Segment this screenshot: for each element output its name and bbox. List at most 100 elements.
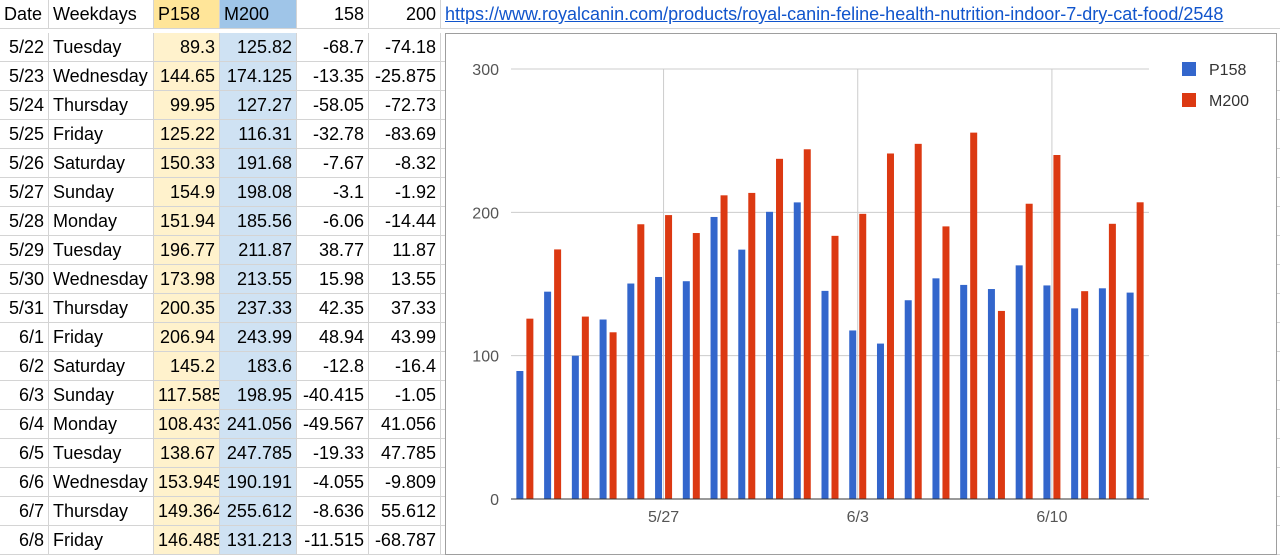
cell-d200[interactable]: -16.4	[369, 352, 441, 381]
cell-d158[interactable]: -4.055	[297, 468, 369, 497]
cell-d158[interactable]: -68.7	[297, 33, 369, 62]
cell-m200[interactable]: 237.33	[220, 294, 297, 323]
cell-d158[interactable]: -58.05	[297, 91, 369, 120]
cell-d158[interactable]: 15.98	[297, 265, 369, 294]
cell-m200[interactable]: 191.68	[220, 149, 297, 178]
cell-m200[interactable]: 241.056	[220, 410, 297, 439]
cell-date[interactable]: 5/29	[0, 236, 49, 265]
cell-day[interactable]: Friday	[49, 323, 154, 352]
cell-d200[interactable]: -68.787	[369, 526, 441, 555]
cell-d158[interactable]: -11.515	[297, 526, 369, 555]
cell-p158[interactable]: 146.485	[154, 526, 220, 555]
cell-m200[interactable]: 116.31	[220, 120, 297, 149]
cell-date[interactable]: 6/1	[0, 323, 49, 352]
cell-day[interactable]: Friday	[49, 120, 154, 149]
cell-m200[interactable]: 243.99	[220, 323, 297, 352]
cell-m200[interactable]: 211.87	[220, 236, 297, 265]
cell-p158[interactable]: 99.95	[154, 91, 220, 120]
cell-date[interactable]: 6/7	[0, 497, 49, 526]
cell-date[interactable]: 5/26	[0, 149, 49, 178]
cell-p158[interactable]: 151.94	[154, 207, 220, 236]
cell-d158[interactable]: -32.78	[297, 120, 369, 149]
cell-m200[interactable]: 247.785	[220, 439, 297, 468]
cell-day[interactable]: Monday	[49, 410, 154, 439]
cell-p158[interactable]: 149.364	[154, 497, 220, 526]
cell-d200[interactable]: -14.44	[369, 207, 441, 236]
cell-date[interactable]: 6/4	[0, 410, 49, 439]
cell-day[interactable]: Thursday	[49, 497, 154, 526]
cell-m200[interactable]: 198.08	[220, 178, 297, 207]
cell-d200[interactable]: 41.056	[369, 410, 441, 439]
cell-p158[interactable]: 145.2	[154, 352, 220, 381]
header-m200[interactable]: M200	[220, 0, 297, 29]
cell-p158[interactable]: 173.98	[154, 265, 220, 294]
cell-d158[interactable]: -7.67	[297, 149, 369, 178]
cell-date[interactable]: 6/6	[0, 468, 49, 497]
header-p158[interactable]: P158	[154, 0, 220, 29]
header-date[interactable]: Date	[0, 0, 49, 29]
cell-m200[interactable]: 198.95	[220, 381, 297, 410]
cell-d200[interactable]: -1.05	[369, 381, 441, 410]
product-link-cell[interactable]: https://www.royalcanin.com/products/roya…	[441, 0, 1280, 29]
cell-p158[interactable]: 117.585	[154, 381, 220, 410]
cell-p158[interactable]: 154.9	[154, 178, 220, 207]
cell-m200[interactable]: 255.612	[220, 497, 297, 526]
cell-day[interactable]: Wednesday	[49, 468, 154, 497]
cell-day[interactable]: Friday	[49, 526, 154, 555]
cell-p158[interactable]: 206.94	[154, 323, 220, 352]
cell-p158[interactable]: 153.945	[154, 468, 220, 497]
cell-p158[interactable]: 144.65	[154, 62, 220, 91]
cell-date[interactable]: 5/31	[0, 294, 49, 323]
cell-day[interactable]: Sunday	[49, 381, 154, 410]
cell-d158[interactable]: -12.8	[297, 352, 369, 381]
cell-date[interactable]: 5/23	[0, 62, 49, 91]
cell-d200[interactable]: 37.33	[369, 294, 441, 323]
cell-day[interactable]: Wednesday	[49, 265, 154, 294]
cell-date[interactable]: 5/27	[0, 178, 49, 207]
cell-p158[interactable]: 200.35	[154, 294, 220, 323]
cell-date[interactable]: 5/30	[0, 265, 49, 294]
product-link[interactable]: https://www.royalcanin.com/products/roya…	[445, 4, 1224, 24]
cell-p158[interactable]: 125.22	[154, 120, 220, 149]
cell-p158[interactable]: 108.433	[154, 410, 220, 439]
cell-date[interactable]: 6/5	[0, 439, 49, 468]
cell-day[interactable]: Saturday	[49, 149, 154, 178]
cell-d200[interactable]: 43.99	[369, 323, 441, 352]
cell-d200[interactable]: -8.32	[369, 149, 441, 178]
cell-date[interactable]: 6/8	[0, 526, 49, 555]
header-weekdays[interactable]: Weekdays	[49, 0, 154, 29]
header-200[interactable]: 200	[369, 0, 441, 29]
cell-d200[interactable]: -1.92	[369, 178, 441, 207]
cell-d158[interactable]: -40.415	[297, 381, 369, 410]
cell-date[interactable]: 5/24	[0, 91, 49, 120]
cell-m200[interactable]: 131.213	[220, 526, 297, 555]
cell-d200[interactable]: 47.785	[369, 439, 441, 468]
cell-date[interactable]: 5/25	[0, 120, 49, 149]
cell-m200[interactable]: 190.191	[220, 468, 297, 497]
cell-m200[interactable]: 127.27	[220, 91, 297, 120]
cell-d200[interactable]: -72.73	[369, 91, 441, 120]
header-158[interactable]: 158	[297, 0, 369, 29]
cell-p158[interactable]: 150.33	[154, 149, 220, 178]
cell-day[interactable]: Wednesday	[49, 62, 154, 91]
cell-d158[interactable]: 38.77	[297, 236, 369, 265]
cell-d200[interactable]: -25.875	[369, 62, 441, 91]
cell-date[interactable]: 6/3	[0, 381, 49, 410]
cell-day[interactable]: Thursday	[49, 294, 154, 323]
cell-date[interactable]: 5/28	[0, 207, 49, 236]
cell-d158[interactable]: 42.35	[297, 294, 369, 323]
cell-d200[interactable]: -9.809	[369, 468, 441, 497]
cell-date[interactable]: 5/22	[0, 33, 49, 62]
cell-d158[interactable]: -6.06	[297, 207, 369, 236]
cell-day[interactable]: Sunday	[49, 178, 154, 207]
cell-d158[interactable]: -13.35	[297, 62, 369, 91]
cell-m200[interactable]: 174.125	[220, 62, 297, 91]
bar-chart[interactable]: 0 100 200 300 5/27 6/3 6/10 P158 M200	[445, 33, 1277, 555]
cell-d158[interactable]: -8.636	[297, 497, 369, 526]
cell-p158[interactable]: 89.3	[154, 33, 220, 62]
cell-m200[interactable]: 185.56	[220, 207, 297, 236]
cell-p158[interactable]: 196.77	[154, 236, 220, 265]
cell-d158[interactable]: 48.94	[297, 323, 369, 352]
cell-d200[interactable]: 11.87	[369, 236, 441, 265]
cell-d200[interactable]: -74.18	[369, 33, 441, 62]
